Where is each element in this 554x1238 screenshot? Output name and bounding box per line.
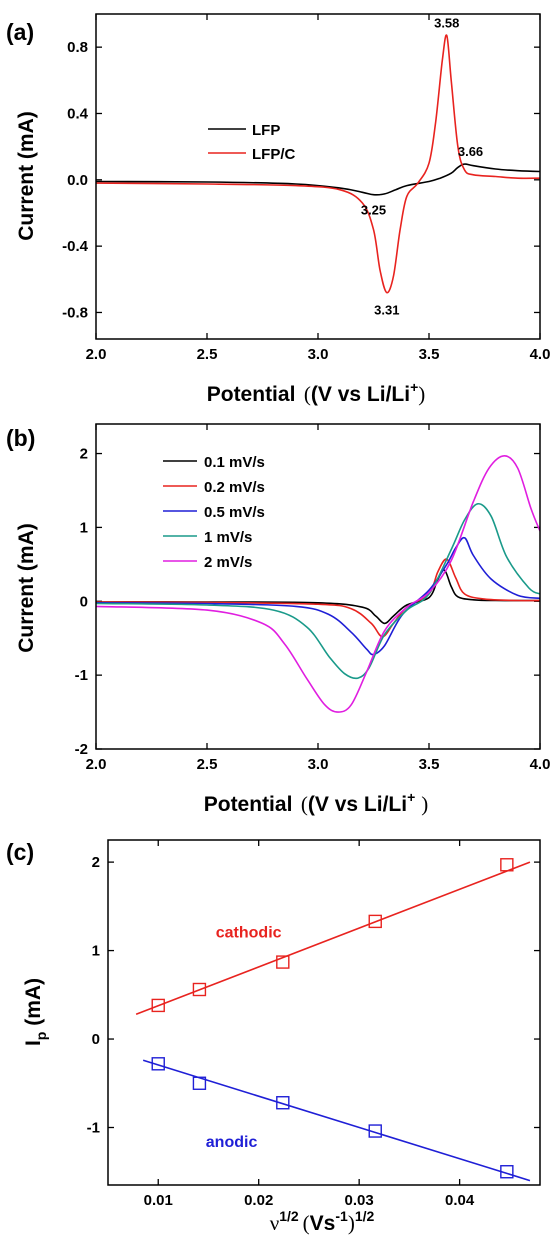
- series-line-1-mv-s: [96, 502, 540, 680]
- data-point-anodic: [151, 1057, 165, 1071]
- panel-a-xlabel-unit: (V vs Li/Li: [311, 383, 410, 406]
- panel-a-xlabel-paren: (: [304, 382, 311, 406]
- panel-b-xtick-label: 3.0: [308, 756, 329, 773]
- data-point-anodic: [276, 1096, 290, 1110]
- legend-label-1-mv-s: 1 mV/s: [204, 529, 252, 546]
- panel-b-ylabel: Current (mA): [15, 523, 38, 653]
- panel-c-ylabel-main: I: [22, 1040, 45, 1046]
- panel-b-xlabel-sup: +: [407, 789, 415, 805]
- annotation-3-25: 3.25: [361, 203, 386, 218]
- panel-a-ytick-label: 0.0: [67, 172, 88, 189]
- panel-a-xtick-label: 2.5: [197, 346, 218, 363]
- annotation-3-58: 3.58: [434, 16, 459, 31]
- panel-a-ytick-label: 0.4: [67, 105, 89, 122]
- panel-c-xlabel-unit-sup: -1: [335, 1208, 348, 1224]
- panel-c-xlabel-sup: 1/2: [279, 1208, 299, 1224]
- fit-line-cathodic: [135, 861, 531, 1016]
- data-point-cathodic: [192, 982, 207, 997]
- legend-label-0-5-mv-s: 0.5 mV/s: [204, 504, 265, 521]
- data-point-cathodic: [276, 955, 290, 969]
- panel-b-xtick-label: 2.0: [86, 756, 107, 773]
- series-line-lfp-c: [96, 34, 540, 294]
- data-point-cathodic: [151, 998, 165, 1013]
- panel-b-legend: 0.1 mV/s 0.2 mV/s 0.5 mV/s 1 mV/s 2 mV/s: [163, 454, 265, 571]
- panel-c-xlabel-main: ν: [270, 1211, 280, 1235]
- panel-b-xtick-label: 2.5: [197, 756, 218, 773]
- panel-c-xtick-label: 0.01: [144, 1192, 173, 1209]
- panel-a-xtick-label: 3.5: [419, 346, 440, 363]
- panel-c-label: (c): [6, 839, 34, 865]
- legend-label-0-1-mv-s: 0.1 mV/s: [204, 454, 265, 471]
- panel-c-ytick-label: 0: [92, 1031, 100, 1048]
- panel-b-xtick-label: 4.0: [530, 756, 551, 773]
- panel-b-xtick-label: 3.5: [419, 756, 440, 773]
- panel-a-legend: LFP LFP/C: [208, 122, 295, 163]
- annotation-3-31: 3.31: [374, 303, 399, 318]
- panel-c-xtick-label: 0.02: [244, 1192, 273, 1209]
- data-point-anodic: [368, 1124, 382, 1138]
- panel-a-xtick-label: 3.0: [308, 346, 329, 363]
- panel-c: (c) 0.01 0.02 0.03 0.04 -1 0 1 2 cathodic anodic…: [6, 839, 541, 1235]
- panel-a-ytick-label: 0.8: [67, 39, 88, 56]
- data-point-anodic: [192, 1076, 207, 1090]
- series-line-2-mv-s: [96, 454, 540, 713]
- panel-a-xlabel: Potential ((V vs Li/Li+): [207, 379, 426, 406]
- data-point-cathodic: [368, 914, 382, 929]
- panel-b-xlabel-unit: (V vs Li/Li: [308, 793, 407, 816]
- panel-c-xlabel-open: (: [303, 1211, 310, 1235]
- panel-c-xlabel-close: ): [348, 1211, 355, 1235]
- panel-c-xtick-label: 0.04: [445, 1192, 475, 1209]
- legend-label-lfp-c: LFP/C: [252, 146, 295, 163]
- panel-b-xlabel-close: ): [421, 792, 428, 816]
- panel-a-frame: [95, 13, 541, 340]
- fit-line-anodic: [142, 1059, 531, 1182]
- data-point-anodic: [500, 1165, 514, 1179]
- panel-a-xlabel-sup: +: [410, 379, 418, 395]
- panel-a-xlabel-close: ): [418, 382, 425, 406]
- panel-c-ylabel-unit: (mA): [22, 978, 45, 1032]
- data-point-cathodic: [500, 858, 514, 872]
- series-line-lfp: [96, 163, 540, 196]
- panel-b-ytick-label: -1: [75, 667, 88, 684]
- panel-a-label: (a): [6, 19, 34, 45]
- panel-a-ylabel: Current (mA): [15, 111, 38, 241]
- panel-b-ytick-label: 0: [80, 593, 88, 610]
- panel-c-xlabel-unit-sup2: 1/2: [355, 1208, 375, 1224]
- panel-b-frame: [95, 423, 541, 750]
- panel-c-ylabel-sub: p: [33, 1032, 49, 1041]
- panel-b-ytick-label: -2: [75, 741, 88, 758]
- panel-c-ylabel: Ip (mA): [22, 978, 49, 1046]
- panel-c-frame: [107, 839, 541, 1186]
- panel-c-xlabel-unit: Vs: [310, 1212, 336, 1235]
- legend-label-lfp: LFP: [252, 122, 280, 139]
- panel-a-xtick-label: 4.0: [530, 346, 551, 363]
- panel-c-ytick-label: 2: [92, 854, 100, 871]
- panel-a-ytick-label: -0.4: [62, 238, 89, 255]
- panel-a-xlabel-main: Potential: [207, 383, 296, 406]
- annotation-3-66: 3.66: [458, 144, 483, 159]
- legend-label-0-2-mv-s: 0.2 mV/s: [204, 479, 265, 496]
- legend-label-2-mv-s: 2 mV/s: [204, 554, 252, 571]
- series-line-0-5-mv-s: [96, 536, 540, 656]
- series-line-0-2-mv-s: [96, 558, 540, 638]
- panel-c-xtick-label: 0.03: [345, 1192, 374, 1209]
- panel-c-ytick-label: -1: [87, 1120, 100, 1137]
- annotation-anodic: anodic: [206, 1134, 258, 1151]
- panel-b: (b) 2.0 2.5 3.0 3.5 4.0 -2 -1 0 1 2 0.1 mV/s 0.2 m…: [6, 423, 551, 816]
- series-line-0-1-mv-s: [96, 569, 540, 625]
- panel-a: (a) 2.0 2.5 3.0 3.5 4.0 -0.8 -0.4 0.0 0.4 0.8 3.5…: [6, 13, 551, 406]
- annotation-cathodic: cathodic: [216, 924, 282, 941]
- panel-b-xlabel-main: Potential: [204, 793, 293, 816]
- panel-b-xlabel: Potential ((V vs Li/Li+): [204, 789, 429, 816]
- panel-c-xlabel: ν1/2 (Vs-1)1/2: [270, 1208, 375, 1235]
- panel-c-ytick-label: 1: [92, 943, 100, 960]
- panel-a-ytick-label: -0.8: [62, 304, 88, 321]
- panel-b-ytick-label: 2: [80, 446, 88, 463]
- panel-b-xlabel-paren: (: [301, 792, 308, 816]
- panel-a-xtick-label: 2.0: [86, 346, 107, 363]
- panel-b-ytick-label: 1: [80, 519, 88, 536]
- panel-b-label: (b): [6, 425, 35, 451]
